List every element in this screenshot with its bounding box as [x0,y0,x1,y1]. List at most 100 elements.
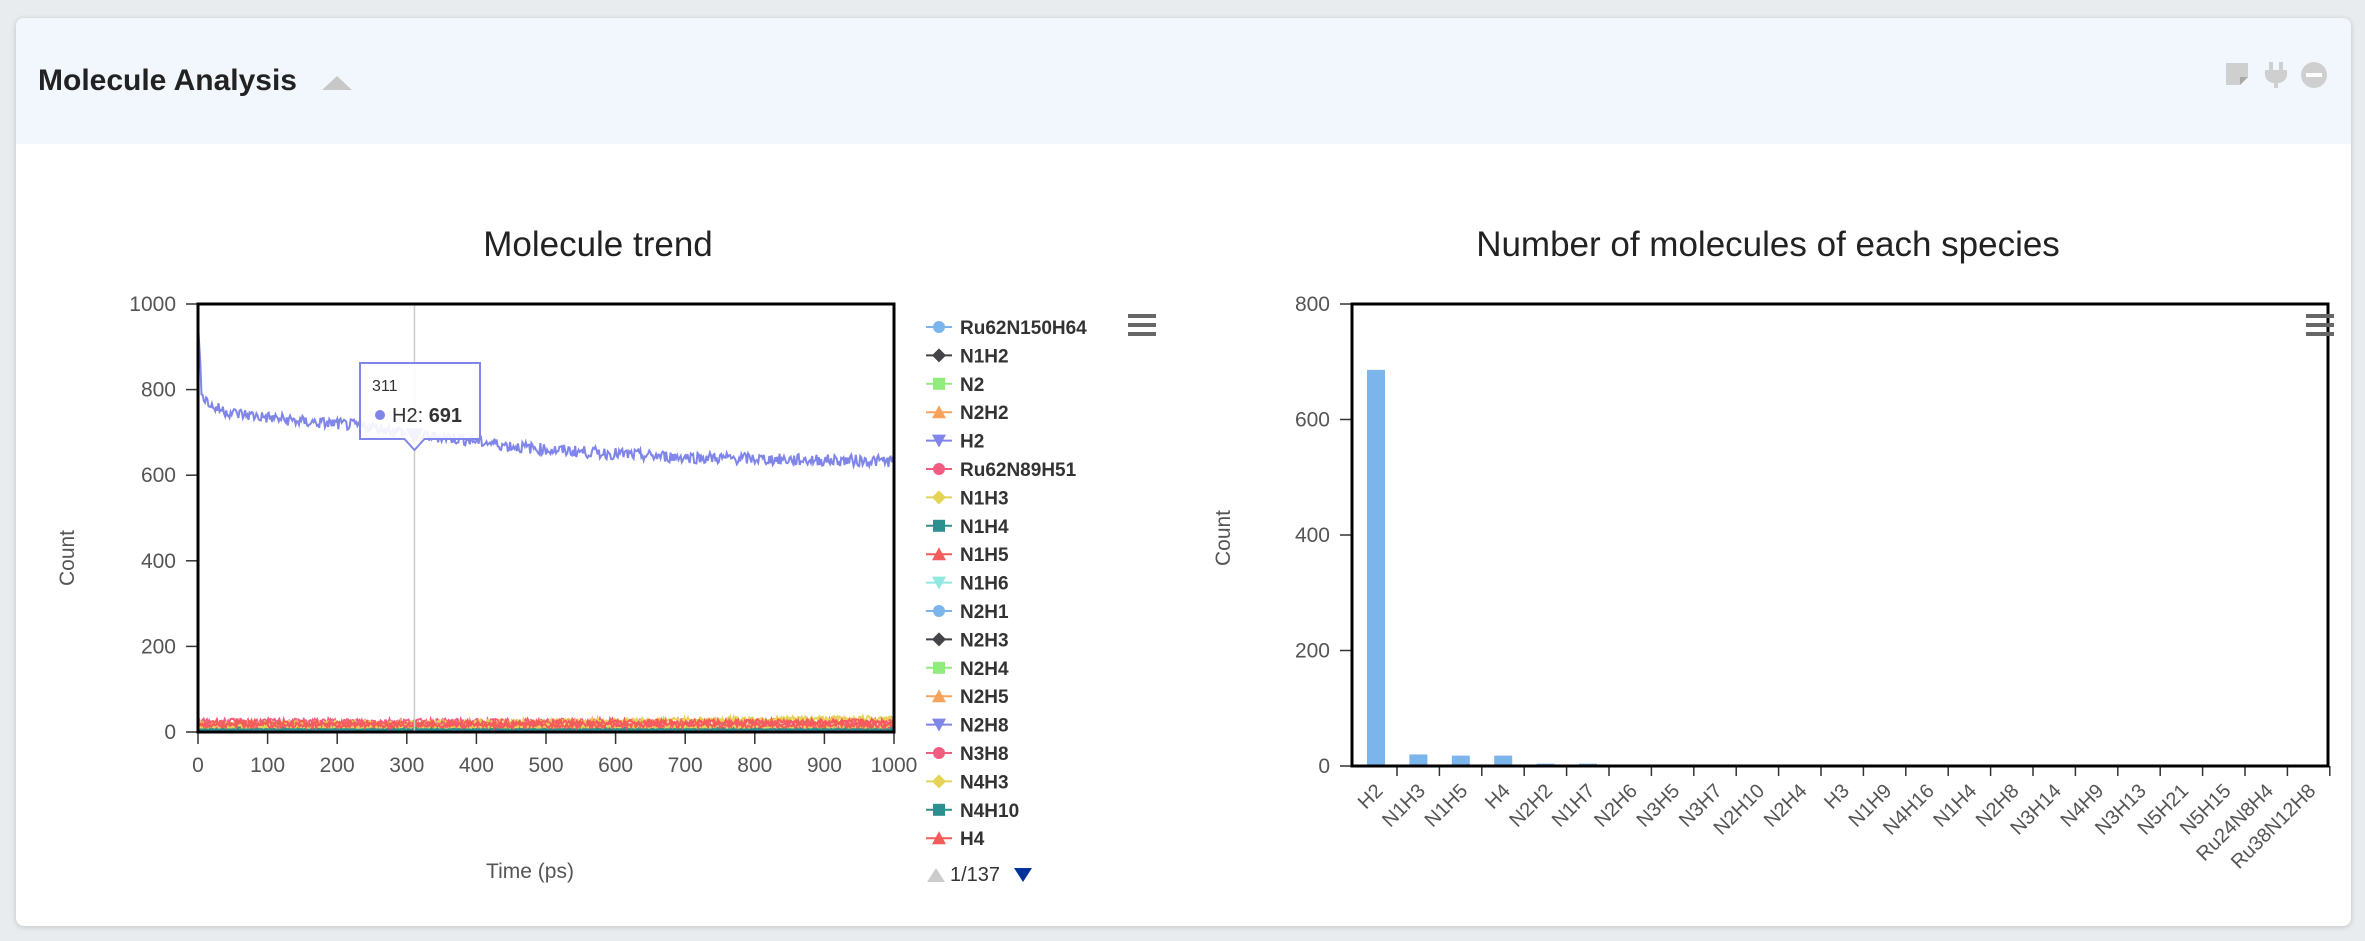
legend-marker [932,632,946,647]
legend-label: N1H6 [960,574,1009,595]
legend-item-h4[interactable]: H4 [926,829,985,850]
tooltip-series-value: H2: 691 [392,405,462,427]
legend-item-n4h10[interactable]: N4H10 [926,801,1019,822]
hamburger-menu-icon[interactable] [2306,314,2334,336]
x-tick-label: 700 [668,754,703,777]
legend-item-h2[interactable]: H2 [926,432,984,453]
sticky-note-icon[interactable] [2223,60,2253,90]
legend-label: N2 [960,375,984,396]
chart-title: Number of molecules of each species [1476,225,2060,264]
x-tick-label: N1H5 [1421,780,1473,832]
x-tick-label: N2H2 [1505,780,1557,832]
legend-item-n1h2[interactable]: N1H2 [926,346,1009,367]
x-tick-label: N1H3 [1378,780,1430,832]
series-line-h4[interactable] [197,718,895,732]
x-tick-label: H2 [1354,780,1388,814]
y-tick-label: 200 [141,635,176,658]
legend-label: H4 [960,829,985,850]
tooltip-value: 691 [429,405,462,427]
y-axis-label: Count [1212,510,1235,566]
y-tick-label: 1000 [129,293,176,316]
legend-item-n1h6[interactable]: N1H6 [926,574,1009,595]
x-tick-label: N3H5 [1633,780,1685,832]
x-tick-label: 1000 [871,754,918,777]
legend-item-n2h3[interactable]: N2H3 [926,630,1009,651]
legend-marker [933,803,945,816]
chart-title: Molecule trend [483,225,713,264]
bar-h2[interactable] [1367,369,1385,766]
x-tick-label: N1H7 [1548,780,1600,832]
legend-item-n2h5[interactable]: N2H5 [926,687,1009,708]
legend-item-n3h8[interactable]: N3H8 [926,744,1009,765]
legend-next-triangle-down-icon[interactable] [1014,868,1032,882]
legend-marker [932,576,946,590]
x-tick-label: 500 [528,754,563,777]
x-tick-label: 600 [598,754,633,777]
legend-marker [933,605,945,617]
legend-marker [933,463,945,475]
bar-n1h3[interactable] [1409,754,1428,766]
y-tick-label: 0 [164,721,176,744]
tooltip-series-name: H2: [392,405,429,427]
legend-page-indicator: 1/137 [950,864,1000,886]
legend-item-n2[interactable]: N2 [926,375,984,396]
legend-label: N2H1 [960,602,1009,623]
legend-marker [932,718,946,732]
x-tick-label: H4 [1481,780,1515,814]
legend-item-n1h3[interactable]: N1H3 [926,488,1009,509]
legend-item-n2h2[interactable]: N2H2 [926,403,1009,424]
x-tick-label: 100 [250,754,285,777]
y-tick-label: 800 [141,379,176,402]
legend-label: N4H10 [960,801,1019,822]
legend-label: N1H2 [960,346,1009,367]
plug-icon[interactable] [2261,60,2291,90]
legend-label: N4H3 [960,772,1009,793]
x-tick-label: 300 [389,754,424,777]
legend-label: N2H2 [960,403,1009,424]
legend-item-n2h1[interactable]: N2H1 [926,602,1009,623]
legend-marker [932,689,946,703]
y-tick-label: 600 [141,464,176,487]
legend-item-n2h8[interactable]: N2H8 [926,716,1009,737]
hamburger-menu-icon[interactable] [1128,314,1156,336]
series-line-n4h10[interactable] [197,727,895,732]
legend-item-n2h4[interactable]: N2H4 [926,659,1009,680]
panel-tools [2223,60,2329,90]
legend-marker [932,348,946,363]
legend-label: H2 [960,432,984,453]
x-tick-label: H3 [1820,780,1854,814]
legend-prev-triangle-up-icon[interactable] [927,868,945,882]
tooltip-x-value: 311 [372,378,398,395]
collapse-triangle-icon[interactable] [322,76,352,90]
x-tick-label: 0 [192,754,204,777]
legend-item-n4h3[interactable]: N4H3 [926,772,1009,793]
legend-item-n1h4[interactable]: N1H4 [926,517,1009,538]
x-axis-label: Time (ps) [486,860,574,883]
y-tick-label: 400 [141,550,176,573]
legend-label: Ru62N89H51 [960,460,1077,481]
x-tick-label: 200 [320,754,355,777]
legend-label: N1H5 [960,545,1009,566]
legend-label: N3H8 [960,744,1009,765]
bar-h4[interactable] [1494,755,1513,766]
legend-marker [932,490,946,505]
legend-marker [933,321,945,333]
y-tick-label: 400 [1295,524,1330,547]
plot-frame [196,302,896,734]
x-tick-label: N2H6 [1590,780,1642,832]
legend-label: N1H4 [960,517,1009,538]
legend: Ru62N150H64 N1H2 N2 N2H2 H2 Ru62N89H51 N1H3 N1H… [926,318,1087,850]
molecule-analysis-panel: Molecule Analysis Molecule trend 0 200 400… [16,18,2351,926]
legend-label: N2H3 [960,630,1009,651]
legend-item-ru62n150h64[interactable]: Ru62N150H64 [926,318,1087,339]
plot-frame [1350,302,2330,768]
minus-circle-icon[interactable] [2299,60,2329,90]
x-tick-label: N2H4 [1760,780,1812,832]
bar-n1h5[interactable] [1451,755,1470,766]
series-line-h2[interactable] [197,323,895,470]
legend-item-n1h5[interactable]: N1H5 [926,545,1009,566]
legend-marker [933,377,945,390]
legend-item-ru62n89h51[interactable]: Ru62N89H51 [926,460,1077,481]
x-tick-label: N1H4 [1929,780,1981,832]
